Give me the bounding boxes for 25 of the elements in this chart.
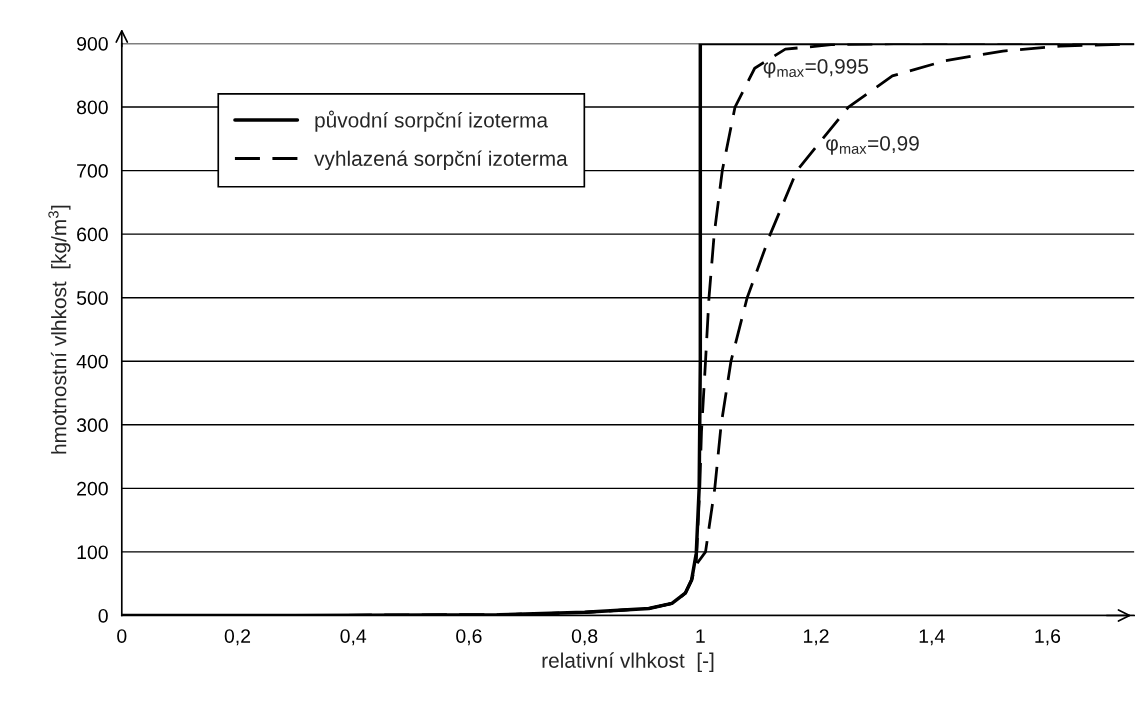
y-tick-label: 0 (98, 608, 108, 623)
y-tick-label: 300 (76, 418, 108, 433)
x-tick-label: 0 (117, 629, 127, 643)
annotation: φ$_{max}$=0,995 (763, 59, 869, 78)
y-tick-label: 500 (76, 291, 108, 305)
legend-label: vyhlazená sorpční izoterma (314, 150, 568, 171)
y-tick-label: 100 (77, 545, 108, 560)
x-tick-label: 1,6 (1035, 629, 1061, 646)
annotation: φ$_{max}$=0,99 (826, 135, 919, 155)
x-tick-label: 1 (696, 629, 705, 643)
x-tick-label: 0,6 (456, 629, 482, 646)
x-tick-label: 1,4 (919, 629, 945, 646)
x-tick-label: 0,8 (571, 629, 598, 646)
x-tick-label: 1,2 (803, 629, 829, 646)
y-axis-title: hmotnostní vlhkost [kg/m$^{3}$] (48, 205, 71, 454)
y-tick-label: 600 (77, 227, 108, 242)
y-tick-label: 200 (77, 481, 108, 496)
x-tick-label: 0,2 (224, 629, 251, 646)
y-tick-label: 900 (77, 36, 108, 51)
y-tick-label: 400 (76, 354, 108, 369)
legend-label: původní sorpční izoterma (315, 110, 549, 132)
x-axis-title: relativní vlhkost [-] (542, 652, 714, 673)
y-tick-label: 800 (77, 100, 108, 115)
x-tick-label: 0,4 (340, 629, 367, 646)
y-tick-label: 700 (77, 164, 108, 178)
